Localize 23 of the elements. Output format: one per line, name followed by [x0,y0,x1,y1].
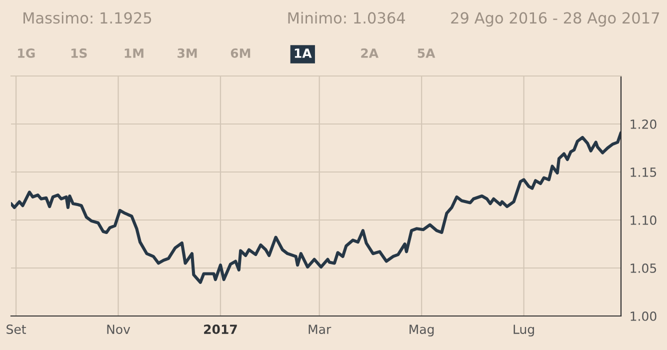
x-tick-label: Lug [514,324,534,336]
text: 1A [294,48,312,58]
y-tick-label: 1.10 [630,215,656,225]
y-tick-label: 1.05 [630,263,656,273]
text: 1G [18,48,35,58]
line-series [11,131,621,284]
text: Minimo: 1.0364 [288,12,405,24]
x-tick-label: Mar [308,324,332,334]
text: Massimo: 1.1925 [24,12,152,24]
x-tick-label: 2017 [204,324,237,334]
x-tick-label: Set [6,324,26,334]
y-tick-label: 1.00 [630,311,656,321]
x-tick-label: Nov [107,324,130,334]
text: 1S [71,48,87,58]
text: 5A [418,48,436,58]
text: 2A [361,48,378,58]
y-tick-label: 1.15 [630,168,656,177]
text: 3M [178,48,197,58]
text: 6M [230,48,250,58]
text: 29 Ago 2016 - 28 Ago 2017 [451,12,660,27]
y-tick-label: 1.20 [630,119,656,129]
x-tick-label: Mag [410,324,434,336]
text: 1M [124,48,144,58]
